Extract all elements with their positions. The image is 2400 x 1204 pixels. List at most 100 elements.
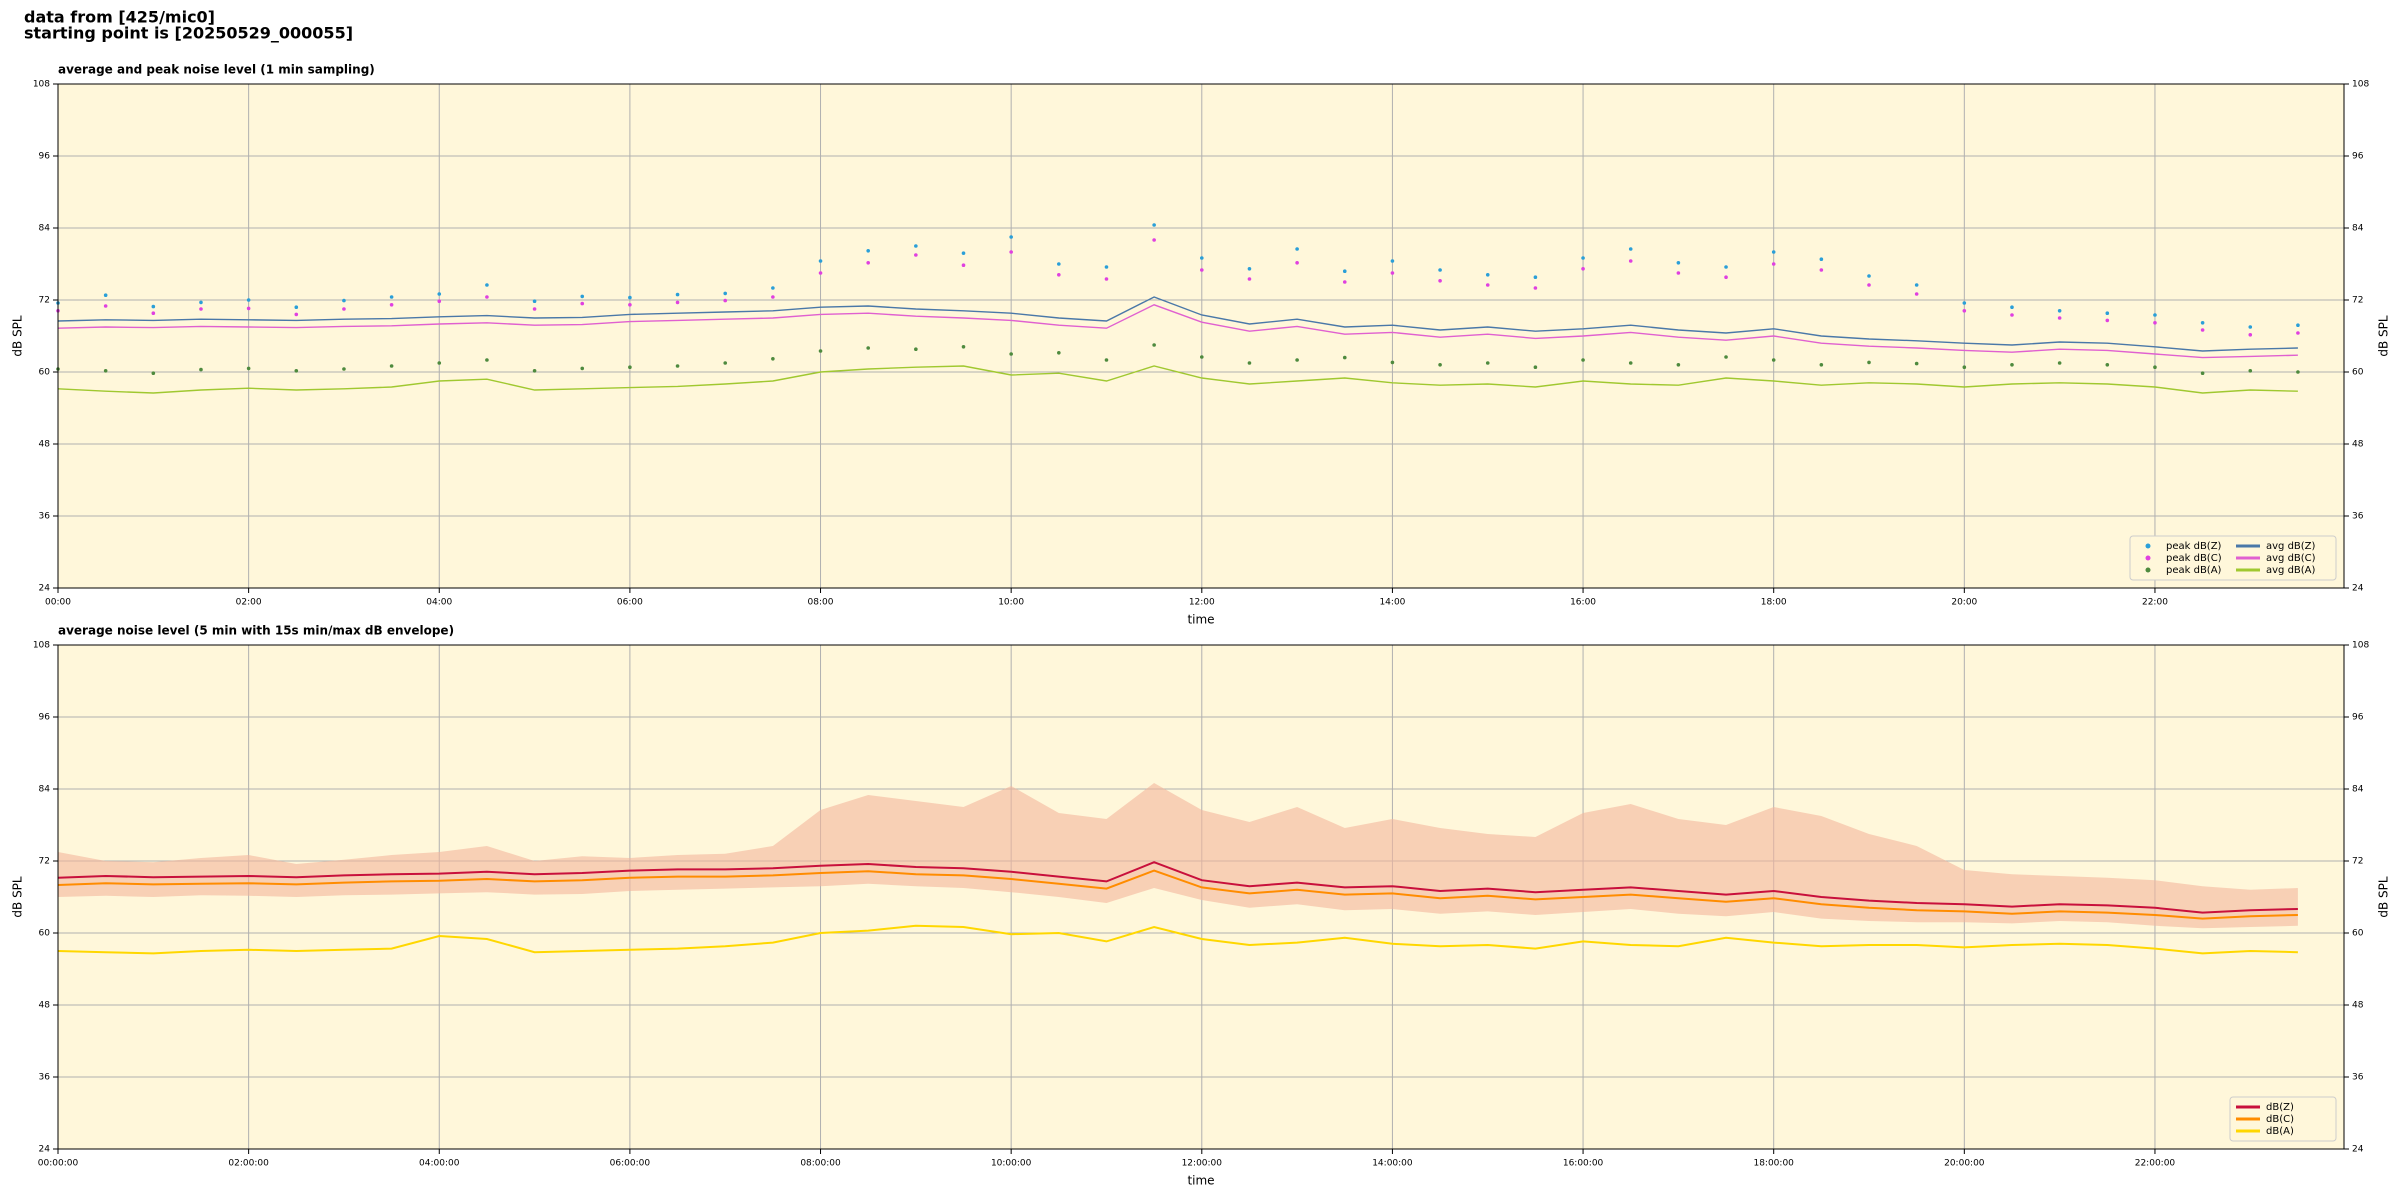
x-tick-label: 22:00:00: [2135, 1159, 2176, 1169]
peak-point: [1581, 358, 1585, 362]
peak-point: [1819, 363, 1824, 367]
peak-point: [1628, 259, 1633, 263]
peak-point: [151, 371, 156, 376]
peak-point: [1628, 361, 1633, 365]
peak-point: [532, 299, 537, 304]
peak-point: [1867, 274, 1871, 278]
legend-marker: [2145, 567, 2151, 573]
y-tick-label: 108: [2352, 80, 2369, 90]
peak-point: [199, 367, 203, 372]
peak-point: [866, 346, 870, 350]
y-tick-label: 108: [33, 80, 50, 90]
peak-point: [1342, 280, 1347, 284]
y-tick-label: 36: [39, 512, 51, 522]
y-tick-label: 24: [39, 1145, 51, 1155]
peak-point: [1533, 275, 1538, 280]
legend-label: dB(Z): [2266, 1102, 2294, 1113]
peak-point: [103, 293, 108, 298]
y-tick-label: 84: [39, 785, 51, 795]
peak-point: [2200, 371, 2205, 376]
peak-point: [818, 259, 823, 263]
chart-title: average and peak noise level (1 min samp…: [58, 63, 375, 77]
y-tick-label: 36: [2352, 512, 2364, 522]
y-tick-label: 48: [2352, 440, 2364, 450]
plot-frame: [57, 83, 2345, 589]
y-tick-label: 36: [2352, 1073, 2364, 1083]
peak-point: [485, 283, 489, 287]
x-tick-label: 14:00:00: [1372, 1159, 1413, 1169]
peak-point: [1867, 360, 1871, 365]
peak-point: [1057, 262, 1061, 266]
y-tick-label: 48: [39, 1001, 51, 1011]
peak-point: [103, 304, 108, 308]
peak-point: [675, 364, 680, 368]
y-tick-label: 96: [39, 152, 51, 162]
peak-point: [2200, 328, 2205, 332]
peak-point: [294, 312, 299, 317]
y-tick-label: 72: [2352, 857, 2363, 867]
peak-point: [1104, 277, 1109, 281]
legend-label: peak dB(Z): [2166, 541, 2222, 552]
x-tick-label: 08:00:00: [800, 1159, 841, 1169]
peak-point: [2010, 305, 2014, 310]
peak-point: [1057, 273, 1061, 277]
peak-point: [151, 311, 156, 316]
peak-point: [771, 295, 775, 299]
x-tick-label: 08:00: [808, 598, 834, 608]
series-line: [57, 304, 2298, 359]
legend-label: avg dB(C): [2266, 553, 2316, 564]
peak-point: [1009, 352, 1013, 356]
peak-point: [1914, 292, 1919, 296]
peak-point: [1390, 259, 1395, 263]
peak-point: [1676, 261, 1681, 265]
peak-point: [1676, 363, 1681, 367]
legend-label: dB(A): [2266, 1126, 2294, 1137]
series-line: [57, 869, 2298, 920]
peak-point: [1390, 271, 1395, 275]
x-tick-label: 10:00:00: [991, 1159, 1032, 1169]
peak-point: [246, 366, 251, 371]
peak-point: [1771, 262, 1776, 266]
peak-point: [437, 292, 442, 296]
series-line: [57, 365, 2298, 394]
peak-point: [1342, 269, 1347, 274]
x-tick-label: 04:00:00: [419, 1159, 460, 1169]
y-tick-label: 60: [2352, 368, 2364, 378]
peak-point: [1485, 361, 1490, 365]
peak-point: [628, 303, 632, 307]
peak-point: [771, 286, 775, 290]
y-tick-label: 108: [33, 641, 50, 651]
y-tick-label: 24: [2352, 584, 2364, 594]
peak-point: [1295, 261, 1299, 265]
peak-point: [532, 369, 537, 373]
y-tick-label: 72: [39, 857, 50, 867]
peak-point: [2248, 333, 2253, 337]
peak-point: [1962, 365, 1967, 370]
peak-point: [2153, 321, 2157, 325]
y-tick-label: 72: [2352, 296, 2363, 306]
y-tick-label: 108: [2352, 641, 2369, 651]
peak-point: [1152, 343, 1156, 347]
peak-point: [2296, 331, 2300, 335]
series-line: [57, 861, 2298, 914]
x-tick-label: 04:00: [426, 598, 452, 608]
peak-point: [1819, 268, 1824, 272]
peak-point: [580, 294, 585, 299]
header-line: starting point is [20250529_000055]: [24, 24, 353, 43]
peak-point: [1152, 223, 1156, 227]
peak-point: [2248, 325, 2253, 329]
peak-point: [1199, 256, 1204, 260]
peak-point: [1390, 360, 1395, 365]
y-tick-label: 60: [39, 368, 51, 378]
peak-point: [1962, 301, 1967, 305]
legend-marker: [2145, 555, 2151, 561]
peak-point: [2105, 311, 2110, 316]
peak-point: [1438, 279, 1442, 283]
peak-point: [1867, 283, 1871, 287]
legend-label: dB(C): [2266, 1114, 2294, 1125]
peak-point: [1104, 358, 1109, 362]
peak-point: [246, 298, 251, 302]
peak-point: [1485, 283, 1490, 287]
peak-point: [103, 369, 108, 373]
x-tick-label: 06:00: [617, 598, 643, 608]
